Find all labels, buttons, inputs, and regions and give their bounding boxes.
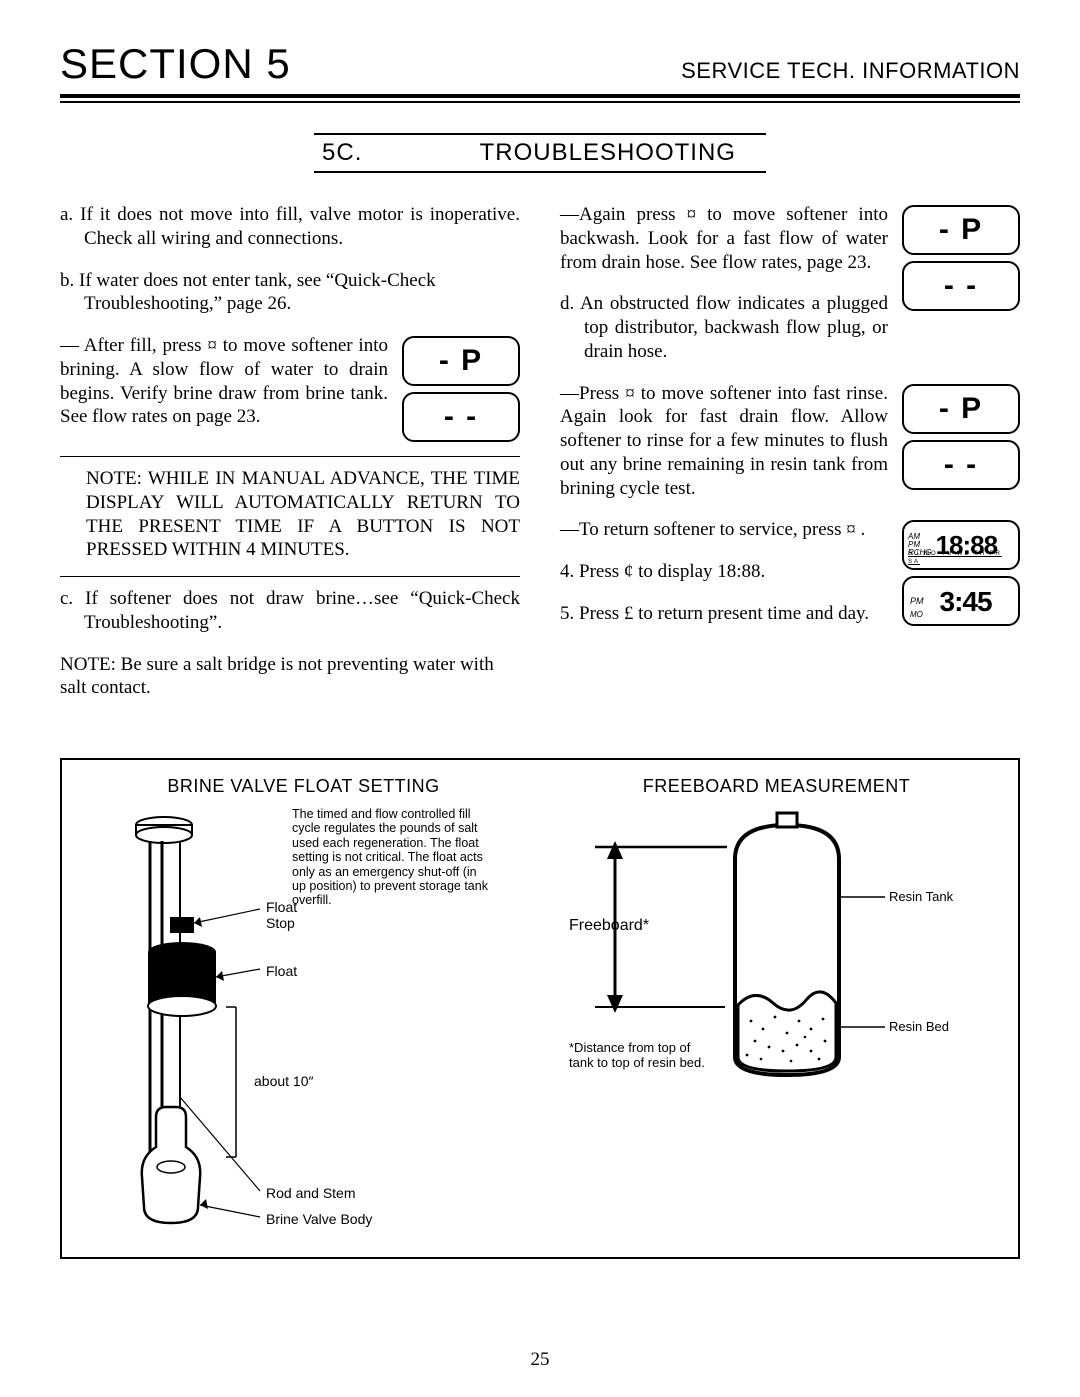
valve-body-label: Brine Valve Body [266,1211,372,1227]
float-label: Float [266,963,297,979]
lcd-time: PM 3:45 MO [902,576,1020,626]
section-label: SECTION 5 [60,40,291,88]
resin-tank-label: Resin Tank [889,889,953,904]
display-group-3: - P - - [902,384,1020,496]
item-b: b. If water does not enter tank, see “Qu… [60,269,520,317]
lcd-p: - P [902,384,1020,434]
float-stop-label: Float Stop [266,899,297,931]
note-salt-bridge: NOTE: Be sure a salt bridge is not preve… [60,653,520,701]
subsection-number: 5C. [322,139,362,166]
body-columns: a. If it does not move into fill, valve … [60,203,1020,718]
lcd-dashes: - - [902,440,1020,490]
subsection-header: 5C. TROUBLESHOOTING [60,133,1020,173]
display-group-2: - P - - [902,205,1020,317]
item-c: c. If softener does not draw brine…see “… [60,587,520,635]
freeboard-label: Freeboard* [569,917,649,935]
lcd-dashes: - - [402,392,520,442]
float-description: The timed and flow controlled fill cycle… [292,807,492,908]
info-label: SERVICE TECH. INFORMATION [681,58,1020,84]
lcd-p: - P [902,205,1020,255]
header-rule [60,101,1020,103]
freeboard-footnote: *Distance from top of tank to top of res… [569,1041,709,1071]
display-group-4: AM PM RCHG 18:88 SU MO TU WE TH FR SA PM… [902,520,1020,632]
resin-bed-label: Resin Bed [889,1019,949,1034]
brine-title: BRINE VALVE FLOAT SETTING [82,776,525,797]
lcd-full: AM PM RCHG 18:88 SU MO TU WE TH FR SA [902,520,1020,570]
item-a: a. If it does not move into fill, valve … [60,203,520,251]
freeboard-diagram: FREEBOARD MEASUREMENT [555,776,998,1237]
rule [60,456,520,457]
rule [60,576,520,577]
lcd-dashes: - - [902,261,1020,311]
left-column: a. If it does not move into fill, valve … [60,203,520,718]
brine-valve-svg [92,807,292,1237]
display-group-1: - P - - [402,336,520,448]
diagram-frame: BRINE VALVE FLOAT SETTING [60,758,1020,1259]
freeboard-title: FREEBOARD MEASUREMENT [555,776,998,797]
about-10-label: about 10″ [254,1073,313,1089]
brine-valve-diagram: BRINE VALVE FLOAT SETTING [82,776,525,1237]
right-column: - P - - —Again press ¤ to move softener … [560,203,1020,718]
page-number: 25 [0,1349,1080,1371]
subsection-title: TROUBLESHOOTING [480,139,736,166]
rod-stem-label: Rod and Stem [266,1185,356,1201]
lcd-p: - P [402,336,520,386]
note-manual-advance: NOTE: WHILE IN MANUAL ADVANCE, THE TIME … [86,467,520,562]
page-header: SECTION 5 SERVICE TECH. INFORMATION [60,40,1020,98]
